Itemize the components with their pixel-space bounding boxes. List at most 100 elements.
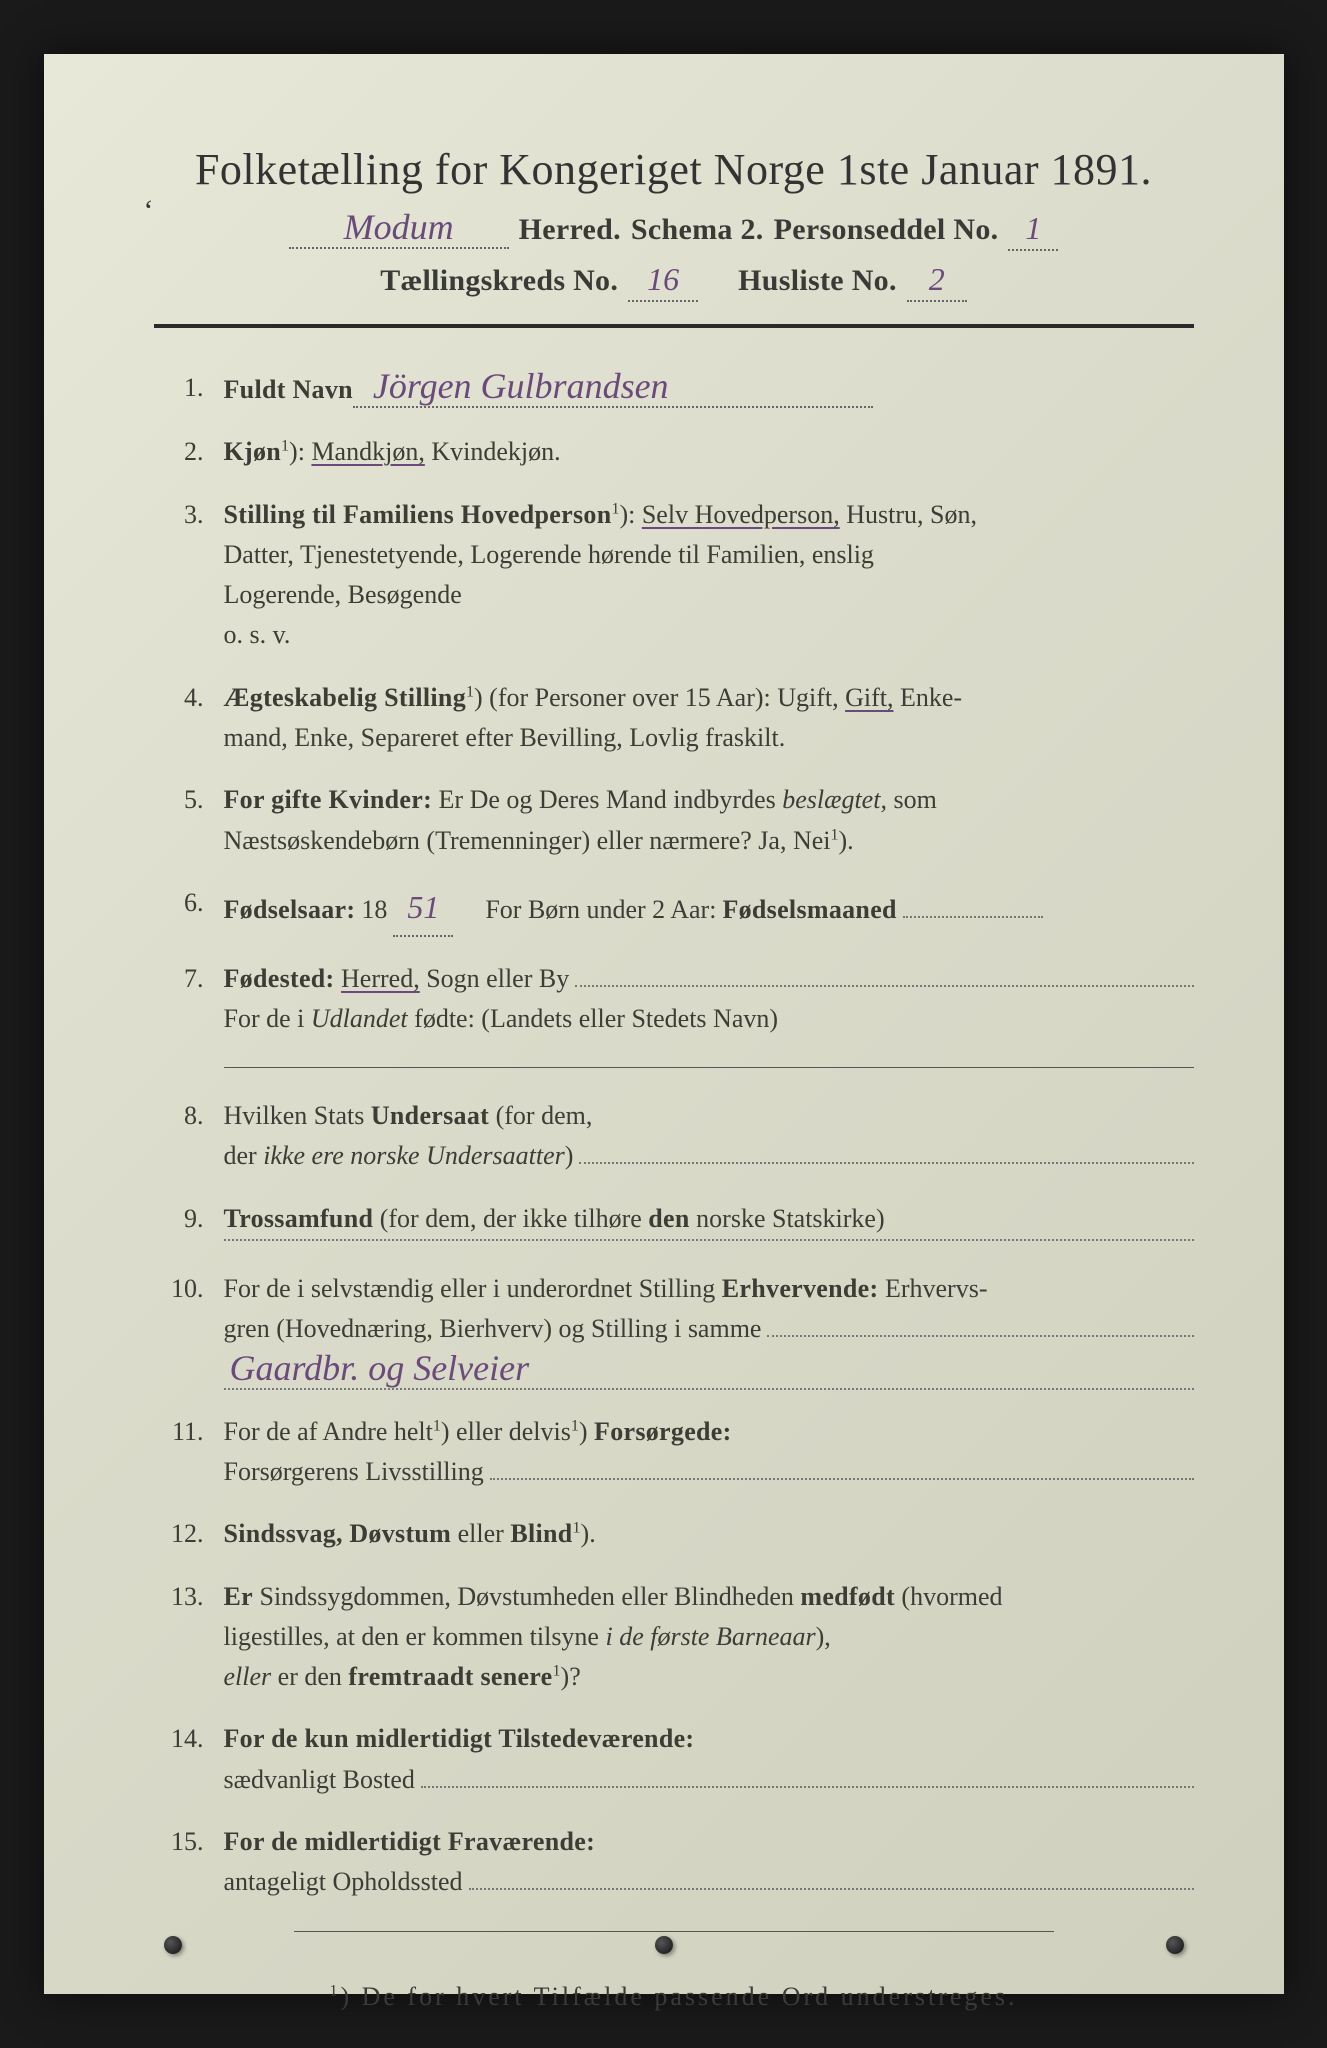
label-fravaerende: For de midlertidigt Fraværende: — [224, 1827, 596, 1856]
label-erhvervende: Erhvervende: — [722, 1274, 879, 1303]
text: ). — [581, 1519, 596, 1548]
label-fodselsmaaned: Fødselsmaaned — [722, 890, 896, 930]
sup: 1 — [553, 1662, 561, 1679]
item-13: 13. Er Sindssygdommen, Døvstumheden elle… — [164, 1577, 1194, 1698]
label-blind: Blind — [510, 1519, 572, 1548]
item-num: 10. — [164, 1269, 224, 1309]
opt-mandkjon: Mandkjøn, — [311, 437, 424, 466]
blank-field — [575, 985, 1193, 987]
sup: 1 — [433, 1417, 441, 1434]
divider-mid-1 — [224, 1067, 1194, 1068]
item-2: 2. Kjøn1): Mandkjøn, Kvindekjøn. — [164, 432, 1194, 472]
text-ital: i de første Barneaar — [605, 1622, 815, 1651]
text: For de af Andre helt — [224, 1417, 433, 1446]
item-num: 12. — [164, 1514, 224, 1554]
sup: 1 — [466, 683, 474, 700]
text: (hvormed — [901, 1582, 1002, 1611]
opt-selv-hovedperson: Selv Hovedperson, — [642, 500, 840, 529]
text: er den — [278, 1662, 342, 1691]
personseddel-label: Personseddel No. — [774, 213, 999, 247]
stray-mark: ‘ — [144, 194, 154, 228]
item-1: 1. Fuldt Navn Jörgen Gulbrandsen — [164, 368, 1194, 410]
divider-bottom — [294, 1931, 1054, 1932]
text: (for dem, — [496, 1101, 593, 1130]
main-title: Folketælling for Kongeriget Norge 1ste J… — [154, 144, 1194, 195]
label-fodselsaar: Fødselsaar: — [224, 890, 356, 930]
text: For de i selvstændig eller i underordnet… — [224, 1274, 716, 1303]
personseddel-value: 1 — [1008, 210, 1058, 251]
item-num: 9. — [164, 1199, 224, 1239]
text: eller — [458, 1519, 504, 1548]
label-gifte-kvinder: For gifte Kvinder: — [224, 785, 433, 814]
item-num: 8. — [164, 1096, 224, 1136]
text: (for dem, der ikke tilhøre — [380, 1204, 642, 1233]
blank-field — [903, 892, 1043, 918]
text: norske Statskirke) — [696, 1204, 884, 1233]
item-3: 3. Stilling til Familiens Hovedperson1):… — [164, 495, 1194, 656]
text: ), — [816, 1622, 831, 1651]
item-10: 10. For de i selvstændig eller i underor… — [164, 1269, 1194, 1390]
text: )? — [561, 1662, 581, 1691]
item-8: 8. Hvilken Stats Undersaat (for dem, der… — [164, 1096, 1194, 1177]
text-bold: fremtraadt senere — [348, 1662, 552, 1691]
text: For de i — [224, 1004, 305, 1033]
label-sindssvag: Sindssvag, — [224, 1519, 343, 1548]
text: Forsørgerens Livsstilling — [224, 1452, 484, 1492]
item-num: 6. — [164, 883, 224, 923]
text: sædvanligt Bosted — [224, 1760, 415, 1800]
item-num: 7. — [164, 959, 224, 999]
text: ) eller delvis — [441, 1417, 571, 1446]
item-num: 14. — [164, 1719, 224, 1759]
item-num: 15. — [164, 1822, 224, 1862]
value-name: Jörgen Gulbrandsen — [353, 368, 873, 408]
item-num: 5. — [164, 780, 224, 820]
item-num: 2. — [164, 432, 224, 472]
footnote-text: ) De for hvert Tilfælde passende Ord und… — [340, 1982, 1017, 2011]
title-block: Folketælling for Kongeriget Norge 1ste J… — [154, 144, 1194, 302]
item-num: 3. — [164, 495, 224, 535]
text: Datter, Tjenestetyende, Logerende hørend… — [224, 540, 874, 569]
herred-label: Herred. — [519, 213, 621, 247]
text: Sindssygdommen, Døvstumheden eller Blind… — [259, 1582, 793, 1611]
item-5: 5. For gifte Kvinder: Er De og Deres Man… — [164, 780, 1194, 861]
text-bold: den — [648, 1204, 689, 1233]
footnote: 1) De for hvert Tilfælde passende Ord un… — [154, 1982, 1194, 2012]
sup: 1 — [571, 1417, 579, 1434]
text: gren (Hovednæring, Bierhverv) og Stillin… — [224, 1309, 762, 1349]
schema-label: Schema 2. — [631, 213, 764, 247]
text: ligestilles, at den er kommen tilsyne — [224, 1622, 599, 1651]
item-7: 7. Fødested: Herred, Sogn eller By For d… — [164, 959, 1194, 1040]
paren: ): — [619, 500, 635, 529]
blank-field — [579, 1162, 1193, 1164]
text: Enke- — [900, 683, 962, 712]
label-stilling: Stilling til Familiens Hovedperson — [224, 500, 612, 529]
text: Er De og Deres Mand indbyrdes — [439, 785, 776, 814]
text-ital: eller — [224, 1662, 272, 1691]
item-num: 1. — [164, 368, 224, 408]
text: For Børn under 2 Aar: — [485, 890, 716, 930]
husliste-label: Husliste No. — [738, 264, 897, 298]
label-fuldt-navn: Fuldt Navn — [224, 370, 353, 410]
pin-icon — [164, 1936, 182, 1954]
header-line-1: Modum Herred. Schema 2. Personseddel No.… — [154, 209, 1194, 251]
text: Sogn eller By — [426, 959, 569, 999]
item-num: 13. — [164, 1577, 224, 1617]
year-value: 51 — [393, 883, 453, 937]
herred-value: Modum — [289, 209, 509, 249]
text: mand, Enke, Separeret efter Bevilling, L… — [224, 723, 786, 752]
text-ital: beslægtet, — [782, 785, 887, 814]
text: som — [893, 785, 936, 814]
item-15: 15. For de midlertidigt Fraværende: anta… — [164, 1822, 1194, 1903]
label-trossamfund: Trossamfund — [224, 1204, 374, 1233]
text: Hustru, Søn, — [846, 500, 977, 529]
text: antageligt Opholdssted — [224, 1862, 463, 1902]
text: fødte: (Landets eller Stedets Navn) — [414, 1004, 778, 1033]
text-bold: Er — [224, 1582, 253, 1611]
value-occupation: Gaardbr. og Selveier — [224, 1350, 1194, 1390]
blank-field — [490, 1478, 1194, 1480]
item-9: 9. Trossamfund (for dem, der ikke tilhør… — [164, 1199, 1194, 1247]
item-11: 11. For de af Andre helt1) eller delvis1… — [164, 1412, 1194, 1493]
kreds-value: 16 — [628, 261, 698, 302]
blank-field — [767, 1335, 1193, 1337]
item-14: 14. For de kun midlertidigt Tilstedevære… — [164, 1719, 1194, 1800]
